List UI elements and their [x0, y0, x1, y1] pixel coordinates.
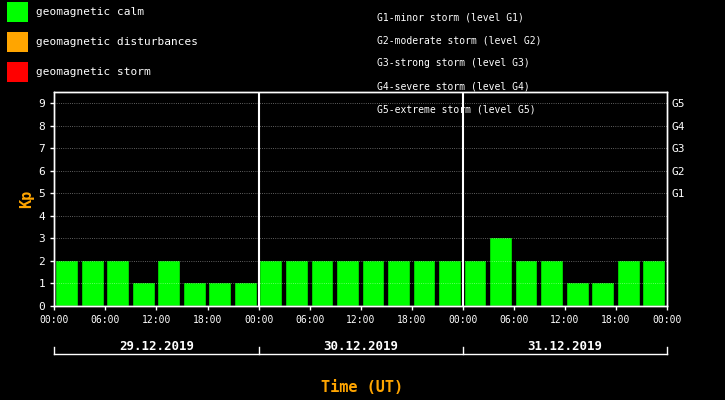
Text: G1-minor storm (level G1): G1-minor storm (level G1): [377, 12, 524, 22]
Bar: [362, 261, 384, 306]
Text: G4-severe storm (level G4): G4-severe storm (level G4): [377, 82, 530, 92]
Bar: [592, 284, 614, 306]
Bar: [158, 261, 180, 306]
Bar: [337, 261, 359, 306]
Bar: [490, 238, 512, 306]
Bar: [133, 284, 154, 306]
Bar: [439, 261, 461, 306]
Bar: [465, 261, 486, 306]
Text: 30.12.2019: 30.12.2019: [323, 340, 398, 352]
Bar: [107, 261, 129, 306]
Text: geomagnetic disturbances: geomagnetic disturbances: [36, 37, 198, 47]
Text: 31.12.2019: 31.12.2019: [527, 340, 602, 352]
Bar: [567, 284, 589, 306]
Text: geomagnetic calm: geomagnetic calm: [36, 7, 144, 17]
Bar: [643, 261, 665, 306]
Bar: [260, 261, 282, 306]
Bar: [286, 261, 307, 306]
Bar: [210, 284, 231, 306]
Y-axis label: Kp: Kp: [20, 190, 34, 208]
Bar: [312, 261, 334, 306]
Bar: [515, 261, 537, 306]
Text: G2-moderate storm (level G2): G2-moderate storm (level G2): [377, 35, 542, 45]
Text: geomagnetic storm: geomagnetic storm: [36, 67, 151, 77]
Text: G3-strong storm (level G3): G3-strong storm (level G3): [377, 58, 530, 68]
Bar: [414, 261, 435, 306]
Text: Time (UT): Time (UT): [321, 380, 404, 396]
Bar: [542, 261, 563, 306]
Text: G5-extreme storm (level G5): G5-extreme storm (level G5): [377, 105, 536, 115]
Bar: [388, 261, 410, 306]
Bar: [235, 284, 257, 306]
Bar: [184, 284, 206, 306]
Bar: [57, 261, 78, 306]
Bar: [82, 261, 104, 306]
Bar: [618, 261, 639, 306]
Text: 29.12.2019: 29.12.2019: [119, 340, 194, 352]
